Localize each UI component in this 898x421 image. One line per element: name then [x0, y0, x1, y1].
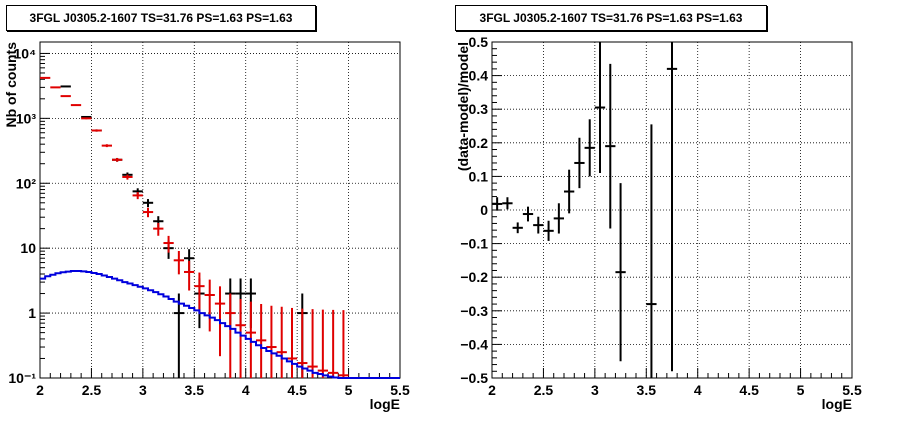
data-point — [266, 305, 277, 378]
x-tick-label: 4 — [242, 382, 250, 398]
plot-area-counts — [39, 41, 401, 379]
data-point — [112, 157, 123, 162]
data-point — [338, 310, 349, 378]
y-tick-label: 0.1 — [469, 168, 489, 184]
x-tick-label: 2.5 — [534, 382, 554, 398]
y-tick-label: −0.3 — [460, 303, 488, 319]
data-point — [163, 235, 174, 253]
data-point — [307, 309, 318, 378]
series-1 — [40, 76, 349, 378]
y-axis-title: Nb of counts — [3, 42, 19, 128]
data-point — [173, 250, 184, 275]
y-tick-label: −0.4 — [460, 336, 488, 352]
y-tick-label: 0.5 — [469, 34, 489, 50]
data-point — [60, 95, 71, 98]
data-point — [204, 279, 215, 332]
x-tick-label: 4 — [694, 382, 702, 398]
data-point — [81, 117, 92, 120]
y-tick-label: 0.3 — [469, 101, 489, 117]
x-tick-label: 3.5 — [637, 382, 657, 398]
x-tick-label: 5.5 — [842, 382, 862, 398]
y-tick-label: 10⁴ — [14, 45, 37, 61]
data-point — [225, 293, 236, 378]
data-point — [666, 42, 678, 372]
x-axis-title: logE — [370, 396, 400, 412]
data-point — [276, 306, 287, 378]
data-point — [40, 76, 51, 79]
data-point — [235, 298, 246, 378]
data-point — [101, 144, 112, 148]
y-tick-label: 10³ — [16, 110, 37, 126]
y-tick-label: −0.5 — [460, 370, 488, 386]
data-point — [522, 206, 534, 222]
data-point — [122, 174, 133, 180]
x-tick-label: 5.5 — [390, 382, 410, 398]
x-tick-label: 5 — [345, 382, 353, 398]
data-point — [574, 137, 585, 189]
data-point — [70, 104, 82, 107]
data-point — [543, 220, 554, 241]
model-step-line — [40, 269, 400, 379]
x-tick-label: 4.5 — [287, 382, 307, 398]
y-tick-label: 1 — [28, 305, 36, 321]
data-point — [492, 197, 503, 211]
x-tick-label: 3.5 — [185, 382, 205, 398]
series-2 — [40, 269, 400, 379]
data-point — [60, 85, 71, 88]
left-chart-title: 3FGL J0305.2-1607 TS=31.76 PS=1.63 PS=1.… — [6, 5, 316, 31]
x-axis-title: logE — [822, 396, 852, 412]
data-point — [584, 119, 595, 177]
data-point — [328, 309, 339, 378]
x-tick-label: 2.5 — [82, 382, 102, 398]
plot-frame — [39, 41, 401, 379]
x-tick-label: 2 — [36, 382, 44, 398]
data-point — [91, 129, 102, 132]
y-tick-label: 10 — [20, 240, 36, 256]
data-point — [594, 42, 606, 174]
y-tick-label: 0 — [480, 202, 488, 218]
x-tick-label: 2 — [488, 382, 496, 398]
data-point — [646, 124, 657, 378]
y-tick-label: −0.2 — [460, 269, 488, 285]
data-point — [142, 207, 154, 218]
x-tick-label: 4.5 — [739, 382, 759, 398]
data-point — [194, 272, 205, 314]
y-tick-label: 0.2 — [469, 135, 489, 151]
data-point — [512, 222, 523, 234]
data-point — [153, 222, 164, 236]
y-tick-label: 10² — [16, 175, 37, 191]
x-tick-label: 3 — [139, 382, 147, 398]
data-point — [256, 304, 267, 378]
data-point — [605, 63, 616, 229]
y-tick-label: −0.1 — [460, 236, 488, 252]
data-point — [184, 260, 195, 291]
plot-area-residuals — [491, 41, 853, 379]
right-chart-title: 3FGL J0305.2-1607 TS=31.76 PS=1.63 PS=1.… — [455, 5, 767, 31]
data-point — [553, 203, 564, 234]
y-tick-label: 10⁻¹ — [8, 370, 36, 386]
x-tick-label: 3 — [591, 382, 599, 398]
data-point — [564, 169, 575, 214]
series-0 — [492, 42, 678, 378]
data-point — [502, 197, 513, 210]
y-tick-label: 0.4 — [469, 68, 489, 84]
data-point — [286, 307, 298, 378]
data-point — [142, 199, 154, 208]
data-point — [50, 86, 61, 89]
data-point — [317, 309, 328, 378]
data-point — [132, 192, 143, 200]
data-point — [615, 183, 626, 362]
data-point — [173, 293, 184, 378]
y-axis-title: (data-model)/model — [455, 42, 471, 171]
x-tick-label: 5 — [797, 382, 805, 398]
data-point — [533, 216, 544, 234]
